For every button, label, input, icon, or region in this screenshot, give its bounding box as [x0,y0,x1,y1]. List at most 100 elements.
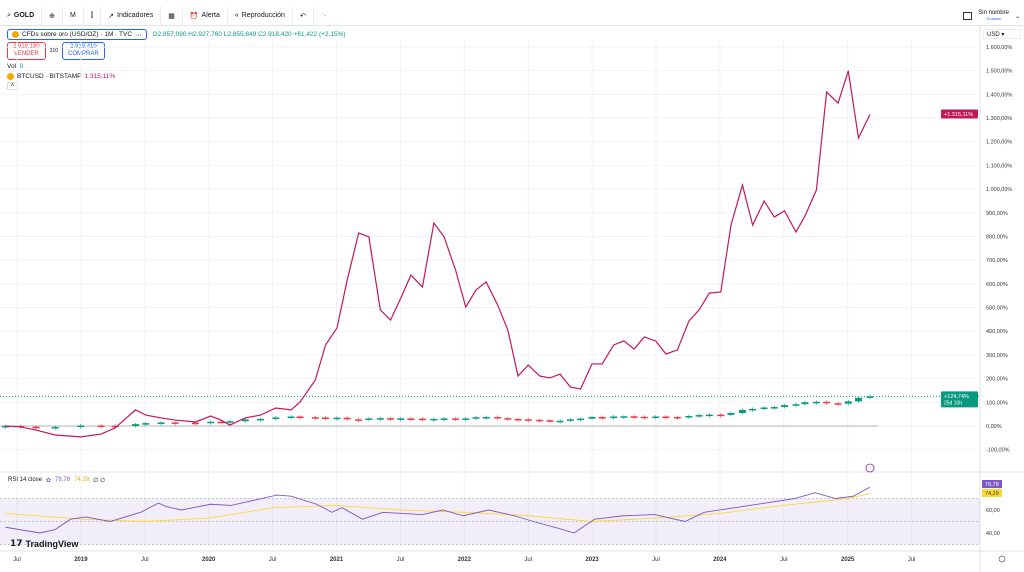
candle [207,421,215,424]
ohlc-values: O2.857,090 H2.927,760 L2.855,849 C2.918,… [152,31,346,38]
interval-button[interactable]: M [63,6,84,25]
candle [322,417,330,419]
candle [77,425,85,428]
y-tick-label: 0,00% [986,424,1002,430]
candle [343,417,351,420]
rsi-line [5,486,871,534]
x-tick-label: 2022 [458,557,472,563]
rsi-legend: RSI 14 close ✿ 79,78 74,29 ∅ ∅ [8,477,106,484]
candle [333,417,341,420]
candle [577,418,585,421]
rsi-last-label-bg [982,480,1002,488]
y-tick-label: 700,00% [986,258,1008,264]
more-icon[interactable]: ⋯ [135,31,142,39]
candle [792,404,800,406]
layout-icon [963,12,973,20]
alert-button[interactable]: ⏰ Alerta [183,6,228,25]
candle [241,419,249,422]
candle [387,418,395,420]
gold-logo-icon [12,31,19,38]
x-tick-label: Jul [524,557,532,563]
candle [191,422,199,425]
candle [588,416,596,419]
candle [482,416,490,419]
undo-button[interactable]: ↶ [293,6,314,25]
btc-line [5,70,871,438]
indicators-button[interactable]: ↗ Indicadores [101,6,162,25]
candle [610,416,618,419]
layout-menu[interactable]: Sin nombre Guardar ⌄ [963,6,1020,26]
chart-type-button[interactable]: ⫿ [84,6,102,25]
candle [452,418,460,420]
x-tick-label: Jul [269,557,277,563]
candle [781,405,789,408]
rsi-tick-label: 60,00 [986,508,1000,514]
candle [157,422,165,424]
candles-icon: ⫿ [90,11,94,19]
candle [296,416,304,419]
y-tick-label: 400,00% [986,329,1008,335]
symbol-search-button[interactable]: ⌕ GOLD [0,6,43,25]
y-tick-label: 900,00% [986,211,1008,217]
candle [407,418,415,420]
candle [760,407,768,410]
candle [272,417,280,419]
plus-circle-icon: ⊕ [49,12,56,20]
settings-icon [998,555,1006,563]
x-tick-label: Jul [13,557,21,563]
y-tick-label: 300,00% [986,353,1008,359]
alarm-icon: ⏰ [189,12,199,20]
candle [717,414,725,417]
candle [834,403,842,405]
candle [494,416,502,419]
candle [504,418,512,420]
replay-button[interactable]: «Reproducción [228,6,293,25]
candle [801,402,809,405]
candle [418,418,426,421]
x-tick-label: Jul [397,557,405,563]
settings-icon[interactable]: ✿ [46,478,52,484]
btc-last-label-bg [941,109,978,119]
candle [397,418,405,420]
rsi-ma-last-label: 74,29 [985,491,999,497]
btc-last-label: +1.315,11% [944,112,973,118]
candle [662,416,670,419]
grid-icon: ▦ [168,12,175,20]
rsi-tick-label: 40,00 [986,531,1000,537]
candle [673,416,681,419]
redo-button[interactable]: ↷ [314,6,334,25]
top-toolbar: ⌕ GOLD ⊕ M ⫿ ↗ Indicadores ▦ ⏰ Alerta «Repr… [0,6,1024,26]
candle [738,409,746,413]
undo-icon: ↶ [299,12,306,20]
main-symbol-label[interactable]: CFDs sobre oro (USD/OZ) · 1M · TVC ⋯ [7,29,147,40]
candle [97,425,105,428]
candle [536,419,544,422]
candle [376,418,384,420]
y-tick-label: 1.100,00% [986,163,1012,169]
candle [217,421,225,424]
candle [524,419,532,421]
candle [823,401,831,404]
candle [171,422,179,424]
x-tick-label: Jul [780,557,788,563]
candle [812,401,820,404]
candle [546,420,554,422]
rsi-last-label: 79,78 [985,482,999,488]
candle [257,418,264,421]
x-tick-label: 2019 [74,557,88,563]
candle [355,419,363,421]
y-tick-label: 100,00% [986,400,1008,406]
candle [652,416,660,419]
y-tick-label: 200,00% [986,377,1008,383]
x-tick-label: 2024 [713,557,727,563]
templates-button[interactable]: ▦ [161,6,183,25]
candle [472,417,480,419]
candle [2,426,9,428]
currency-select[interactable]: USD ▾ [983,29,1021,39]
chevron-down-icon: ⌄ [1014,13,1020,20]
compare-button[interactable]: ⊕ [42,6,64,25]
candle [514,418,522,421]
candle [866,396,874,398]
candle [51,426,59,429]
